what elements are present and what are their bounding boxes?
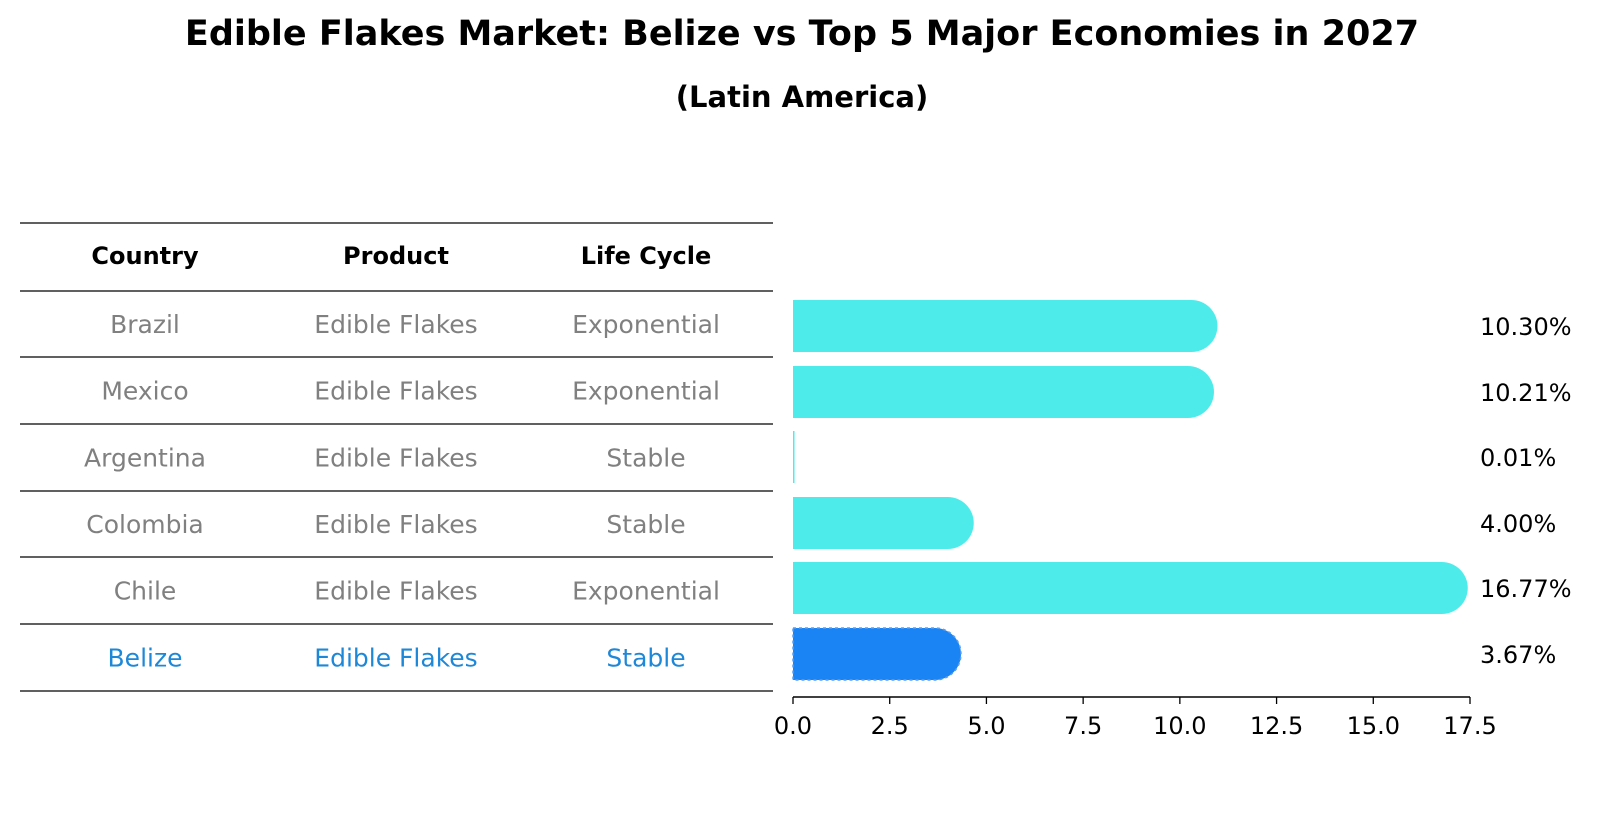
table-cell: Exponential — [572, 577, 720, 606]
chart-title: Edible Flakes Market: Belize vs Top 5 Ma… — [184, 14, 1420, 54]
value-label: 10.21% — [1480, 379, 1572, 407]
value-label: 10.30% — [1480, 313, 1572, 341]
table-header: Product — [343, 242, 449, 270]
x-tick-label: 12.5 — [1250, 712, 1303, 740]
x-tick-label: 2.5 — [871, 712, 909, 740]
table-cell: Stable — [606, 444, 685, 473]
table-cell: Exponential — [572, 377, 720, 406]
table-cell: Belize — [108, 644, 183, 673]
bar-argentina — [793, 431, 795, 483]
table-cell: Chile — [114, 577, 177, 606]
value-label: 16.77% — [1480, 575, 1572, 603]
chart-subtitle: (Latin America) — [675, 80, 929, 114]
table-cell: Edible Flakes — [314, 577, 477, 606]
table-header: Life Cycle — [581, 242, 712, 270]
table-cell: Mexico — [101, 377, 188, 406]
table-cell: Edible Flakes — [314, 510, 477, 539]
x-tick-label: 5.0 — [967, 712, 1005, 740]
x-tick-label: 7.5 — [1064, 712, 1102, 740]
table-cell: Exponential — [572, 310, 720, 339]
table-cell: Edible Flakes — [314, 444, 477, 473]
table-cell: Edible Flakes — [314, 310, 477, 339]
table-header: Country — [91, 242, 199, 270]
value-label: 3.67% — [1480, 641, 1556, 669]
bar-belize — [792, 627, 962, 681]
bar-brazil — [793, 300, 1218, 352]
x-tick-label: 10.0 — [1153, 712, 1206, 740]
table-cell: Brazil — [110, 310, 180, 339]
bar-colombia — [793, 497, 974, 549]
x-tick-label: 17.5 — [1443, 712, 1496, 740]
bar-mexico — [793, 366, 1214, 418]
x-tick-label: 15.0 — [1347, 712, 1400, 740]
table-cell: Edible Flakes — [314, 377, 477, 406]
table-cell: Stable — [606, 644, 685, 673]
value-label: 0.01% — [1480, 444, 1556, 472]
table-cell: Edible Flakes — [314, 644, 477, 673]
table-cell: Argentina — [84, 444, 206, 473]
bar-chile — [793, 562, 1468, 614]
value-label: 4.00% — [1480, 510, 1556, 538]
table-cell: Stable — [606, 510, 685, 539]
table-cell: Colombia — [86, 510, 203, 539]
x-tick-label: 0.0 — [774, 712, 812, 740]
